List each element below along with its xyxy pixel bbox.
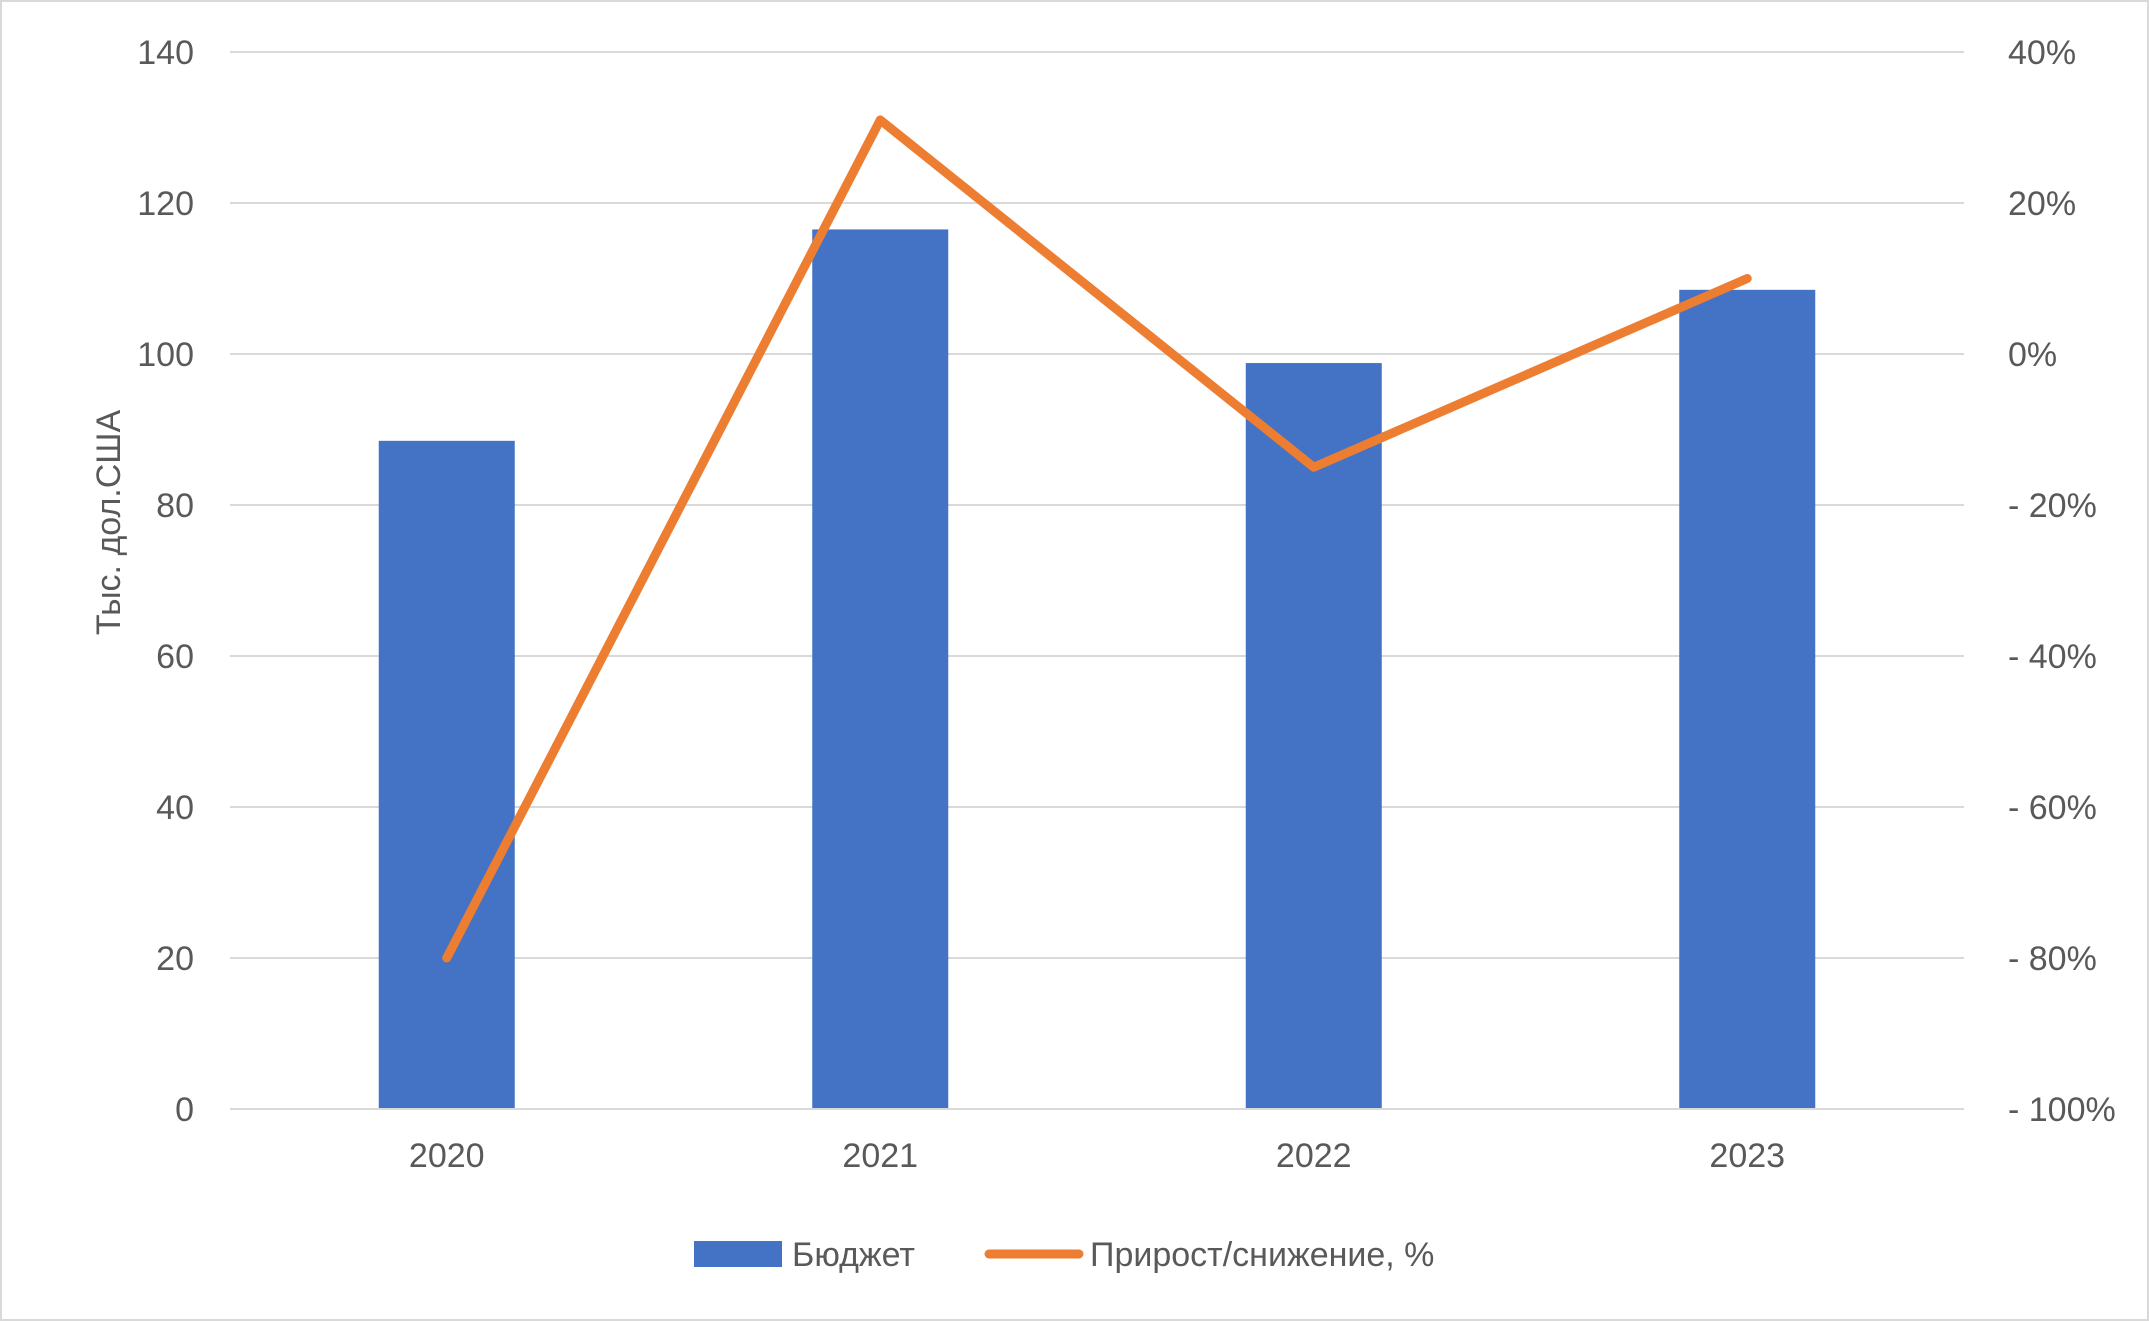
y-tick-label: 140 bbox=[137, 34, 194, 72]
y2-tick-label: - 60% bbox=[2008, 789, 2097, 827]
y2-tick-label: - 80% bbox=[2008, 940, 2097, 978]
gridlines bbox=[230, 51, 1964, 1110]
legend-label-growth: Прирост/снижение, % bbox=[1090, 1236, 1434, 1274]
y2-tick-label: 0% bbox=[2008, 336, 2057, 374]
y-tick-label: 20 bbox=[156, 940, 194, 978]
bar-series bbox=[378, 229, 1816, 1110]
y-tick-label: 60 bbox=[156, 638, 194, 676]
y2-tick-label: 20% bbox=[2008, 185, 2076, 223]
bar-2020 bbox=[378, 440, 515, 1109]
legend: Бюджет Прирост/снижение, % bbox=[694, 1236, 1434, 1274]
y-tick-label: 40 bbox=[156, 789, 194, 827]
y-tick-label: 0 bbox=[175, 1091, 194, 1129]
bar-2022 bbox=[1245, 363, 1382, 1109]
legend-swatch-budget bbox=[694, 1241, 782, 1267]
legend-label-budget: Бюджет bbox=[792, 1236, 915, 1274]
bar-2023 bbox=[1679, 289, 1816, 1109]
y2-tick-label: - 100% bbox=[2008, 1091, 2116, 1129]
axes: 0 20 40 60 80 100 120 140 - 100% - 80% - 60% - 40% -… bbox=[137, 34, 2115, 1175]
growth-line bbox=[442, 115, 1752, 963]
y2-tick-label: 40% bbox=[2008, 34, 2076, 72]
y-axis-title: Тыс. дол.США bbox=[90, 410, 128, 636]
y-tick-label: 100 bbox=[137, 336, 194, 374]
y2-tick-label: - 20% bbox=[2008, 487, 2097, 525]
y2-tick-label: - 40% bbox=[2008, 638, 2097, 676]
line-series bbox=[442, 115, 1752, 963]
y-tick-label: 80 bbox=[156, 487, 194, 525]
x-tick-label: 2022 bbox=[1276, 1137, 1352, 1175]
x-tick-label: 2021 bbox=[842, 1137, 918, 1175]
y-tick-label: 120 bbox=[137, 185, 194, 223]
bar-2021 bbox=[812, 229, 949, 1110]
x-tick-label: 2023 bbox=[1709, 1137, 1785, 1175]
x-tick-label: 2020 bbox=[409, 1137, 485, 1175]
